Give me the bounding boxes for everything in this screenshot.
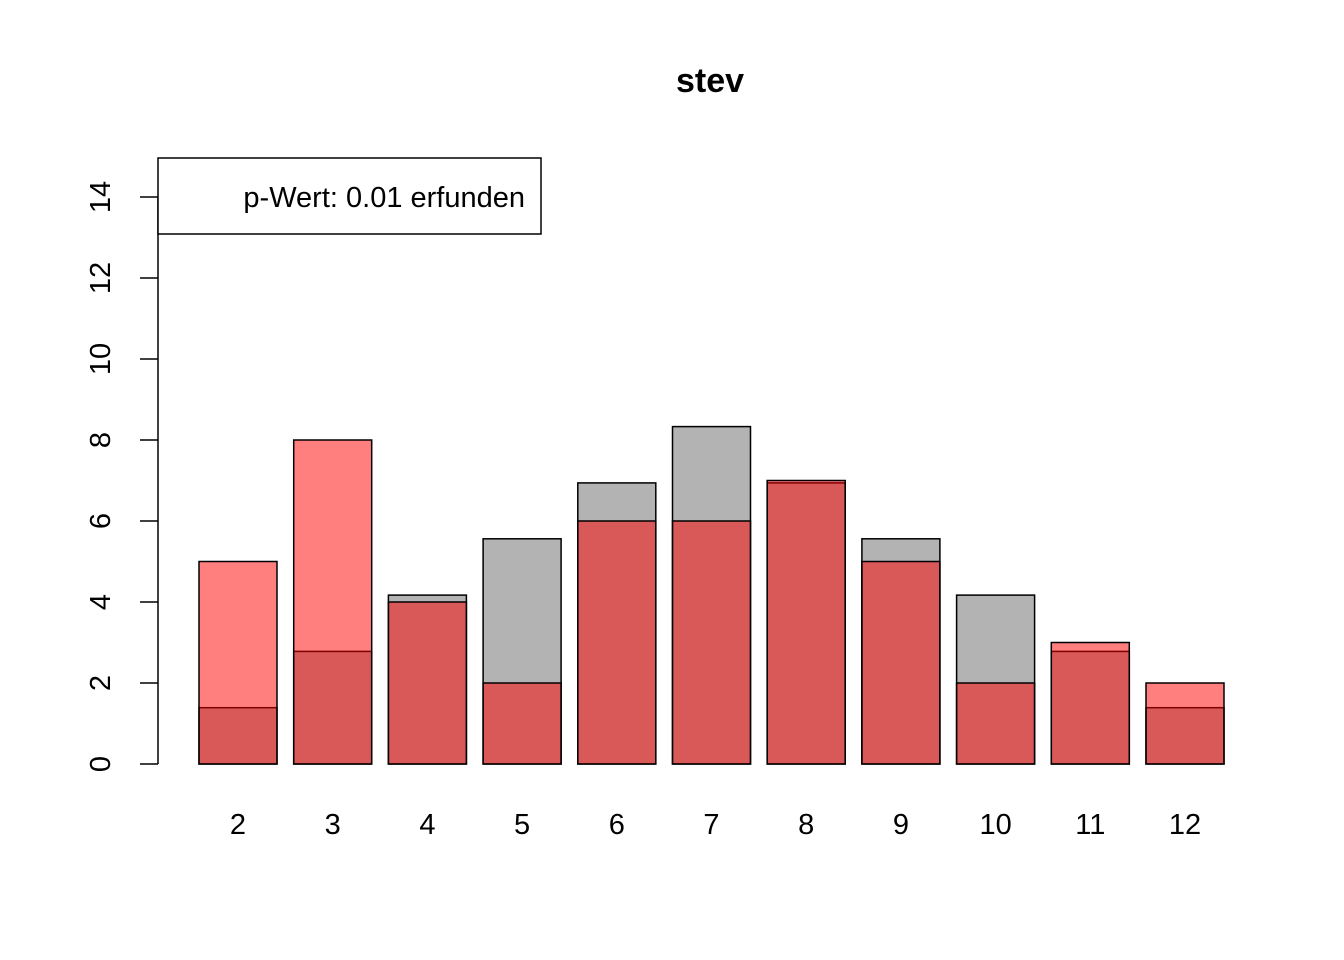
x-tick-label-11: 11: [1075, 809, 1105, 841]
chart-title: stev: [676, 62, 744, 100]
x-tick-label-12: 12: [1169, 809, 1201, 841]
observed-bar-8: [766, 479, 846, 765]
legend-box: [157, 157, 542, 235]
observed-bar-6: [577, 520, 657, 765]
x-tick-label-7: 7: [703, 809, 719, 841]
y-axis: 0 2 4 6 8 10 12 14: [85, 181, 159, 772]
x-tick-label-5: 5: [514, 809, 530, 841]
y-tick-label-8: 8: [85, 432, 117, 448]
y-tick-label-0: 0: [85, 756, 117, 772]
legend-text: p-Wert: 0.01 erfunden: [243, 182, 525, 214]
legend: p-Wert: 0.01 erfunden: [157, 157, 542, 235]
observed-bar-4: [387, 601, 468, 765]
x-tick-label-9: 9: [893, 809, 909, 841]
x-axis-labels: 2 3 4 5 6 7 8 9 10 11 12: [230, 809, 1201, 841]
x-tick-label-6: 6: [609, 809, 625, 841]
y-tick-label-2: 2: [85, 675, 117, 691]
observed-bar-5: [482, 682, 562, 765]
observed-bars: [198, 439, 1225, 765]
observed-bar-10: [955, 682, 1036, 765]
observed-bar-7: [671, 520, 752, 765]
x-tick-label-3: 3: [325, 809, 341, 841]
x-tick-label-4: 4: [419, 809, 435, 841]
x-tick-label-10: 10: [979, 809, 1011, 841]
observed-bar-11: [1050, 641, 1131, 765]
observed-bar-3: [292, 439, 373, 765]
y-tick-label-6: 6: [85, 513, 117, 529]
x-tick-label-2: 2: [230, 809, 246, 841]
y-tick-label-12: 12: [85, 262, 117, 294]
observed-bar-12: [1145, 682, 1225, 765]
y-tick-label-10: 10: [85, 343, 117, 375]
y-tick-label-4: 4: [85, 594, 117, 610]
x-tick-label-8: 8: [798, 809, 814, 841]
observed-bar-2: [198, 560, 278, 765]
y-tick-label-14: 14: [85, 181, 117, 213]
observed-bar-9: [861, 560, 941, 765]
